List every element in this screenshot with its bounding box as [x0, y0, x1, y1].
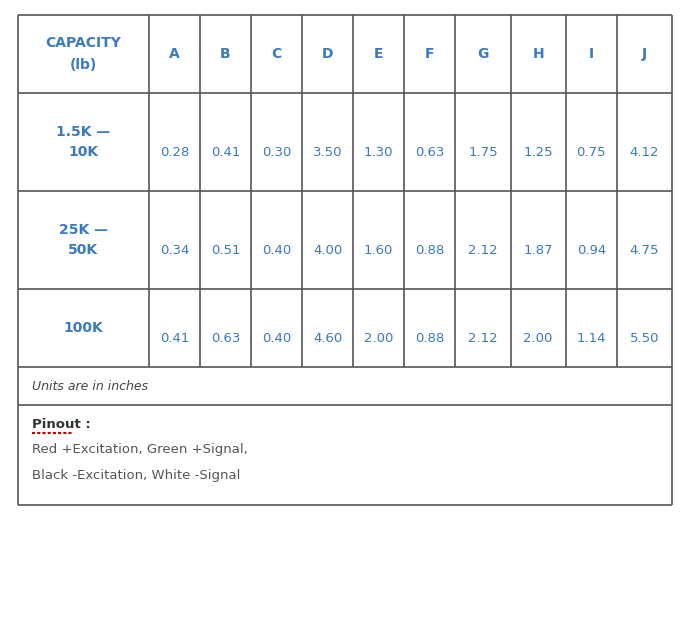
Text: 2.00: 2.00: [364, 332, 394, 345]
Text: 0.30: 0.30: [262, 145, 291, 158]
Text: 0.40: 0.40: [262, 243, 291, 256]
Text: 1.30: 1.30: [364, 145, 394, 158]
Text: Units are in inches: Units are in inches: [32, 379, 148, 392]
Text: I: I: [589, 47, 594, 61]
Text: 0.51: 0.51: [211, 243, 240, 256]
Text: 5.50: 5.50: [630, 332, 659, 345]
Text: 1.25: 1.25: [523, 145, 553, 158]
Text: 1.5K —: 1.5K —: [56, 125, 110, 139]
Text: 2.00: 2.00: [523, 332, 553, 345]
Text: 2.12: 2.12: [468, 243, 498, 256]
Text: 0.41: 0.41: [211, 145, 240, 158]
Text: 4.60: 4.60: [313, 332, 342, 345]
Text: 4.12: 4.12: [630, 145, 659, 158]
Text: 10K: 10K: [69, 145, 98, 159]
Text: 3.50: 3.50: [313, 145, 342, 158]
Text: 1.14: 1.14: [577, 332, 606, 345]
Text: D: D: [322, 47, 333, 61]
Text: 0.88: 0.88: [415, 243, 444, 256]
Text: 0.94: 0.94: [577, 243, 606, 256]
Text: Black -Excitation, White -Signal: Black -Excitation, White -Signal: [32, 469, 240, 482]
Text: 0.63: 0.63: [415, 145, 444, 158]
Text: 0.41: 0.41: [159, 332, 189, 345]
Text: 0.34: 0.34: [159, 243, 189, 256]
Text: B: B: [220, 47, 231, 61]
Text: CAPACITY
(lb): CAPACITY (lb): [46, 36, 121, 72]
Text: F: F: [425, 47, 435, 61]
Text: 4.00: 4.00: [313, 243, 342, 256]
Text: 1.87: 1.87: [523, 243, 553, 256]
Text: 1.75: 1.75: [468, 145, 498, 158]
Text: H: H: [532, 47, 544, 61]
Text: E: E: [374, 47, 383, 61]
Text: 0.28: 0.28: [159, 145, 189, 158]
Text: Red +Excitation, Green +Signal,: Red +Excitation, Green +Signal,: [32, 443, 248, 456]
Text: G: G: [477, 47, 489, 61]
Text: 100K: 100K: [64, 321, 103, 335]
Text: 4.75: 4.75: [630, 243, 659, 256]
Text: J: J: [642, 47, 647, 61]
Text: 0.40: 0.40: [262, 332, 291, 345]
Text: A: A: [169, 47, 179, 61]
Text: 2.12: 2.12: [468, 332, 498, 345]
Text: 1.60: 1.60: [364, 243, 394, 256]
Text: 0.88: 0.88: [415, 332, 444, 345]
Text: Pinout :: Pinout :: [32, 418, 91, 431]
Text: 25K —: 25K —: [59, 223, 108, 237]
Text: 0.63: 0.63: [211, 332, 240, 345]
Text: 50K: 50K: [69, 243, 98, 257]
Text: C: C: [272, 47, 281, 61]
Text: 0.75: 0.75: [577, 145, 606, 158]
